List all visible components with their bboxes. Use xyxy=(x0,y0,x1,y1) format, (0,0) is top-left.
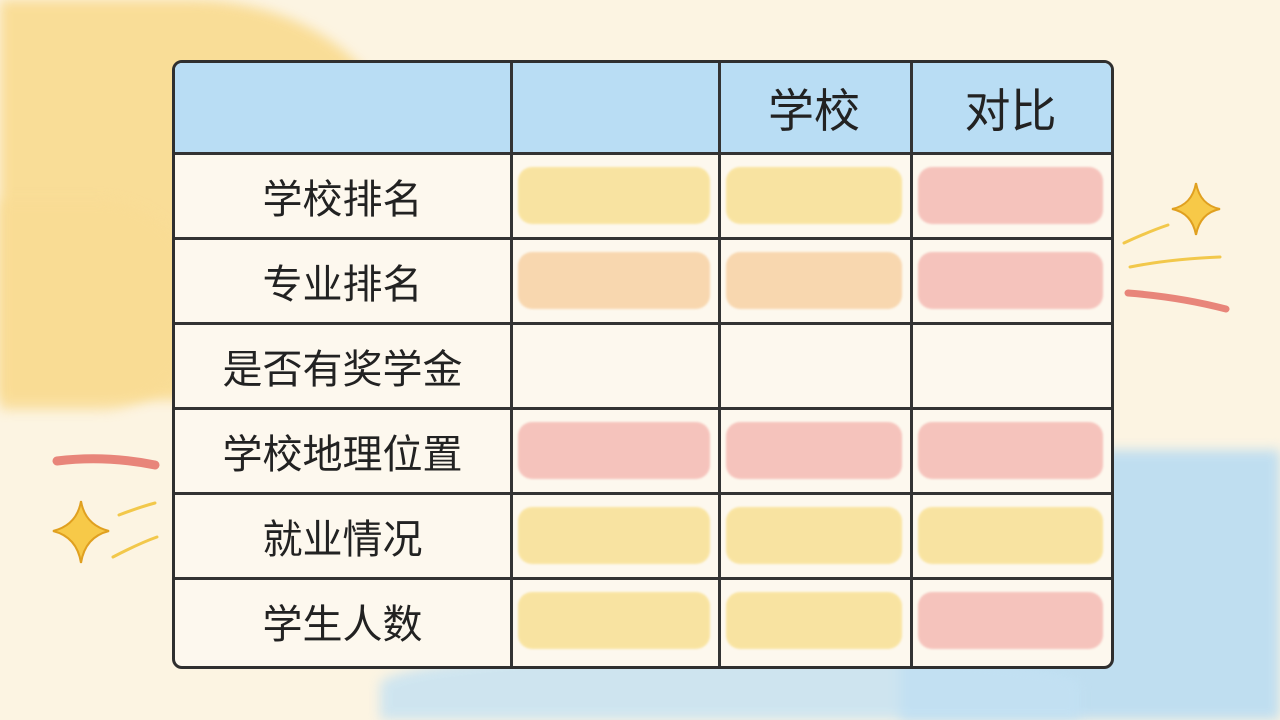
highlight-yellow xyxy=(918,507,1103,564)
sparkle-decoration xyxy=(52,454,160,564)
background-blob-yellow xyxy=(0,200,200,410)
highlight-peach xyxy=(726,252,902,309)
table-cell xyxy=(718,578,910,663)
table-cell xyxy=(510,323,718,408)
header-cell: 对比 xyxy=(964,84,1057,138)
header-cell xyxy=(175,63,510,153)
table-cell xyxy=(510,408,718,493)
highlight-yellow xyxy=(518,507,710,564)
row-divider xyxy=(175,237,1111,240)
table-row: 是否有奖学金 xyxy=(175,323,1111,408)
highlight-yellow xyxy=(726,167,902,224)
row-label: 学生人数 xyxy=(262,601,423,648)
table-row: 学校地理位置 xyxy=(175,408,1111,493)
highlight-peach xyxy=(518,252,710,309)
column-divider xyxy=(510,63,513,666)
highlight-yellow xyxy=(726,507,902,564)
sparkle-icon xyxy=(52,500,110,564)
highlight-pink xyxy=(918,252,1103,309)
row-label: 学校地理位置 xyxy=(222,431,463,478)
table-cell xyxy=(510,493,718,578)
row-label: 就业情况 xyxy=(262,516,423,563)
table-cell xyxy=(510,238,718,323)
table-row: 学校排名 xyxy=(175,153,1111,238)
table-row: 学生人数 xyxy=(175,578,1111,663)
table-row: 专业排名 xyxy=(175,238,1111,323)
table-cell xyxy=(718,153,910,238)
column-divider xyxy=(910,63,913,666)
table-cell xyxy=(910,408,1111,493)
row-divider xyxy=(175,322,1111,325)
row-divider xyxy=(175,492,1111,495)
sparkle-decoration xyxy=(1122,182,1230,313)
column-divider xyxy=(718,63,721,666)
table-cell xyxy=(910,578,1111,663)
header-cell xyxy=(510,63,718,153)
comparison-table: 学校 对比 学校排名专业排名是否有奖学金 学校地理位置 就业情况学生人数 xyxy=(172,60,1114,669)
table-cell xyxy=(718,238,910,323)
highlight-pink xyxy=(918,592,1103,649)
table-cell xyxy=(718,493,910,578)
row-divider xyxy=(175,577,1111,580)
table-cell xyxy=(510,153,718,238)
table-cell xyxy=(718,408,910,493)
table-cell xyxy=(910,323,1111,408)
row-divider xyxy=(175,152,1111,155)
table-cell xyxy=(910,493,1111,578)
table-cell xyxy=(718,323,910,408)
sparkle-icon xyxy=(1171,182,1221,236)
highlight-yellow xyxy=(518,592,710,649)
table-cell xyxy=(510,578,718,663)
row-label: 学校排名 xyxy=(262,176,423,223)
table-row: 就业情况 xyxy=(175,493,1111,578)
highlight-pink xyxy=(918,167,1103,224)
highlight-yellow xyxy=(726,592,902,649)
header-cell: 学校 xyxy=(768,84,860,138)
table-cell xyxy=(910,153,1111,238)
highlight-yellow xyxy=(518,167,710,224)
highlight-pink xyxy=(726,422,902,479)
table-cell xyxy=(910,238,1111,323)
row-label: 专业排名 xyxy=(262,261,423,308)
row-label: 是否有奖学金 xyxy=(222,346,463,393)
row-divider xyxy=(175,407,1111,410)
table-header-row: 学校 对比 xyxy=(175,63,1111,153)
highlight-pink xyxy=(918,422,1103,479)
highlight-pink xyxy=(518,422,710,479)
